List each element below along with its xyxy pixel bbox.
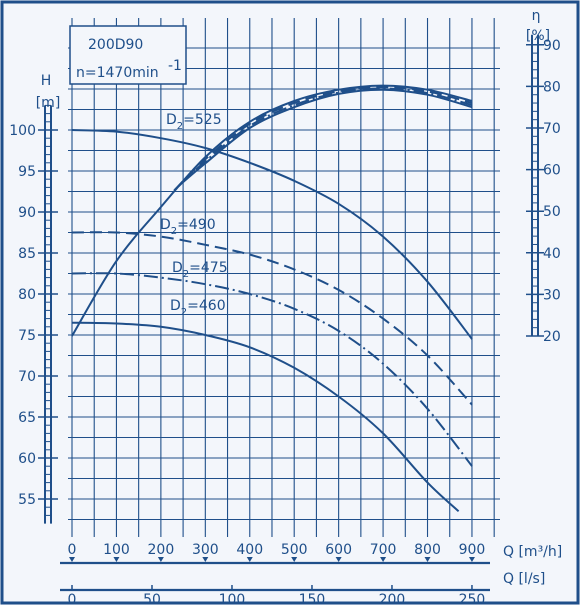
head-tick-label: 85 [18, 246, 36, 262]
labels: 200D90 n=1470min -1 55 60 65 70 75 80 85 90 95 100 H [… [9, 8, 562, 605]
head-axis-label: H [41, 73, 52, 89]
flow-m3h-tick-mark [424, 557, 431, 562]
speed-label: n=1470min [76, 65, 159, 81]
flow-m3h-tick-mark [380, 557, 387, 562]
efficiency-curve-2 [173, 86, 473, 192]
flow-m3h-tick-mark [291, 557, 298, 562]
flow-ls-tick-label: 150 [299, 592, 326, 605]
flow-ls-tick-label: 100 [219, 592, 246, 605]
head-curve-d2-460 [71, 321, 460, 513]
flow-m3h-tick-mark [246, 557, 253, 562]
flow-m3h-tick-label: 0 [68, 542, 77, 558]
flow-m3h-tick-label: 200 [148, 542, 175, 558]
efficiency-tick-label: 90 [543, 38, 561, 54]
efficiency-tick-label: 30 [543, 287, 561, 303]
grid [68, 18, 500, 537]
efficiency-axis-unit: [%] [526, 28, 550, 44]
efficiency-axis-label: η [532, 8, 541, 24]
head-tick-label: 70 [18, 369, 36, 385]
model-label: 200D90 [88, 37, 143, 53]
flow-m3h-tick-mark [113, 557, 120, 562]
axes [38, 34, 544, 592]
efficiency-tick-label: 20 [543, 329, 561, 345]
head-curve-d2-490 [71, 231, 473, 406]
head-tick-label: 95 [18, 164, 36, 180]
flow-m3h-tick-label: 500 [281, 542, 308, 558]
efficiency-tick-label: 60 [543, 163, 561, 179]
efficiency-tick-label: 70 [543, 121, 561, 137]
curve-label-d2-475: D2=475 [172, 260, 228, 280]
flow-m3h-axis-label: Q [m³/h] [503, 544, 562, 560]
info-box [69, 25, 187, 85]
speed-exponent: -1 [168, 58, 182, 74]
head-tick-label: 55 [18, 492, 36, 508]
flow-ls-axis-label: Q [l/s] [503, 571, 545, 587]
flow-m3h-tick-label: 300 [192, 542, 219, 558]
flow-ls-tick-label: 200 [379, 592, 406, 605]
efficiency-tick-label: 40 [543, 246, 561, 262]
curve-label-d2-525: D2=525 [166, 112, 222, 132]
head-curve-d2-525 [71, 129, 473, 340]
head-tick-label: 65 [18, 410, 36, 426]
flow-ls-tick-label: 0 [68, 592, 77, 605]
flow-m3h-tick-label: 400 [236, 542, 263, 558]
flow-m3h-tick-label: 700 [370, 542, 397, 558]
flow-ls-tick-label: 250 [459, 592, 486, 605]
head-curve-d2-475 [71, 272, 473, 467]
head-axis-unit: [m] [36, 95, 61, 111]
flow-m3h-tick-label: 800 [414, 542, 441, 558]
flow-ls-tick-label: 50 [143, 592, 161, 605]
head-tick-label: 60 [18, 451, 36, 467]
head-tick-label: 80 [18, 287, 36, 303]
curve-label-d2-460: D2=460 [170, 298, 226, 318]
flow-m3h-tick-label: 100 [103, 542, 130, 558]
efficiency-curve-1 [71, 84, 473, 337]
efficiency-tick-label: 80 [543, 79, 561, 95]
flow-m3h-tick-mark [335, 557, 342, 562]
curve-label-d2-490: D2=490 [160, 217, 216, 237]
efficiency-curve-3 [178, 87, 473, 187]
flow-m3h-tick-mark [157, 557, 164, 562]
efficiency-tick-label: 50 [543, 204, 561, 220]
flow-m3h-tick-mark [468, 557, 475, 562]
flow-m3h-tick-label: 900 [459, 542, 486, 558]
flow-m3h-tick-mark [202, 557, 209, 562]
head-tick-label: 75 [18, 328, 36, 344]
curves [71, 84, 473, 513]
head-tick-label: 100 [9, 123, 36, 139]
head-tick-label: 90 [18, 205, 36, 221]
efficiency-curve-4 [182, 88, 473, 183]
flow-m3h-tick-label: 600 [325, 542, 352, 558]
flow-m3h-tick-mark [69, 557, 75, 562]
